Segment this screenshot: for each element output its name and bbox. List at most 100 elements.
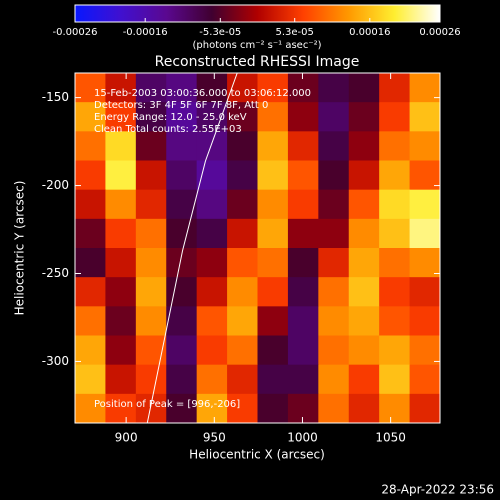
heatmap-cell bbox=[348, 102, 380, 132]
heatmap-cell bbox=[166, 393, 198, 424]
heatmap-cell bbox=[135, 73, 167, 103]
heatmap-cell bbox=[227, 160, 258, 191]
heatmap-cell bbox=[318, 160, 350, 191]
heatmap-cell bbox=[379, 160, 411, 191]
heatmap-cell bbox=[227, 277, 258, 307]
x-axis-label: Heliocentric X (arcsec) bbox=[189, 448, 325, 462]
heatmap-cell bbox=[287, 277, 319, 307]
heatmap-cell bbox=[409, 393, 441, 424]
heatmap-cell bbox=[166, 131, 198, 161]
heatmap-cell bbox=[257, 306, 289, 336]
heatmap-cell bbox=[105, 335, 137, 366]
heatmap-cell bbox=[409, 335, 441, 366]
heatmap-cell bbox=[318, 277, 350, 307]
heatmap-cell bbox=[196, 218, 228, 249]
heatmap-cell bbox=[166, 306, 198, 336]
heatmap-cell bbox=[409, 364, 441, 395]
heatmap-cell bbox=[318, 189, 350, 220]
heatmap-cell bbox=[409, 218, 441, 249]
heatmap-cell bbox=[166, 218, 198, 249]
heatmap-cell bbox=[379, 393, 411, 424]
heatmap-cell bbox=[318, 335, 350, 366]
heatmap-cell bbox=[379, 218, 411, 249]
heatmap-cell bbox=[196, 277, 228, 307]
heatmap-cell bbox=[257, 393, 289, 424]
heatmap-cell bbox=[318, 248, 350, 278]
annotation: Energy Range: 12.0 - 25.0 keV bbox=[94, 112, 247, 123]
heatmap-cell bbox=[409, 102, 441, 132]
heatmap-cell bbox=[409, 248, 441, 278]
heatmap-cell bbox=[75, 306, 106, 336]
heatmap-cell bbox=[227, 306, 258, 336]
peak-label: Position of Peak = [996,-206] bbox=[94, 399, 240, 410]
colorbar bbox=[74, 4, 441, 23]
heatmap-cell bbox=[227, 393, 258, 424]
heatmap-cell bbox=[287, 335, 319, 366]
heatmap-cell bbox=[196, 189, 228, 220]
heatmap-cell bbox=[348, 160, 380, 191]
heatmap-cell bbox=[409, 73, 441, 103]
heatmap-cell bbox=[318, 218, 350, 249]
heatmap-cell bbox=[135, 335, 167, 366]
heatmap-cell bbox=[287, 189, 319, 220]
heatmap-cell bbox=[227, 248, 258, 278]
heatmap-cell bbox=[135, 160, 167, 191]
x-tick-label: 950 bbox=[203, 431, 226, 445]
heatmap-cell bbox=[348, 248, 380, 278]
colorbar-tick-label: 0.00016 bbox=[349, 27, 390, 38]
heatmap-cell bbox=[379, 277, 411, 307]
heatmap-cell bbox=[379, 364, 411, 395]
x-tick-label: 1000 bbox=[287, 431, 318, 445]
heatmap-cell bbox=[318, 306, 350, 336]
heatmap-cell bbox=[287, 364, 319, 395]
heatmap-cell bbox=[348, 364, 380, 395]
heatmap-cell bbox=[166, 364, 198, 395]
heatmap-cell bbox=[227, 189, 258, 220]
annotation: Detectors: 3F 4F 5F 6F 7F 8F, Att 0 bbox=[94, 100, 268, 111]
heatmap-cell bbox=[75, 131, 106, 161]
heatmap-cell bbox=[257, 160, 289, 191]
heatmap-cell bbox=[135, 393, 167, 424]
heatmap-cell bbox=[348, 189, 380, 220]
heatmap-cell bbox=[287, 102, 319, 132]
annotation: 15-Feb-2003 03:00:36.000 to 03:06:12.000 bbox=[94, 88, 311, 99]
heatmap-cell bbox=[287, 306, 319, 336]
heatmap-cell bbox=[227, 102, 258, 132]
heatmap-cell bbox=[196, 73, 228, 103]
colorbar-tick-label: 5.3e-05 bbox=[276, 27, 314, 38]
heatmap-cell bbox=[379, 248, 411, 278]
heatmap-cell bbox=[105, 102, 137, 132]
heatmap-cell bbox=[196, 393, 228, 424]
heatmap-cell bbox=[379, 73, 411, 103]
heatmap-cell bbox=[257, 335, 289, 366]
limb-line bbox=[146, 73, 238, 423]
heatmap-cell bbox=[166, 160, 198, 191]
heatmap-cell bbox=[166, 335, 198, 366]
heatmap-cell bbox=[196, 102, 228, 132]
heatmap-cell bbox=[166, 189, 198, 220]
heatmap-cell bbox=[75, 218, 106, 249]
heatmap-cell bbox=[105, 248, 137, 278]
heatmap-cell bbox=[257, 189, 289, 220]
heatmap-cell bbox=[257, 364, 289, 395]
heatmap-cell bbox=[257, 102, 289, 132]
heatmap-cell bbox=[287, 248, 319, 278]
heatmap-cell bbox=[257, 218, 289, 249]
annotation: Clean Total counts: 2.55E+03 bbox=[94, 124, 242, 135]
heatmap-cell bbox=[135, 364, 167, 395]
colorbar-tick-label: 0.00026 bbox=[419, 27, 460, 38]
heatmap-cell bbox=[227, 131, 258, 161]
heatmap-cell bbox=[348, 73, 380, 103]
heatmap-cell bbox=[75, 102, 106, 132]
heatmap-cell bbox=[287, 393, 319, 424]
heatmap-cell bbox=[379, 335, 411, 366]
heatmap-cell bbox=[348, 393, 380, 424]
heatmap-cell bbox=[75, 335, 106, 366]
y-axis-label: Heliocentric Y (arcsec) bbox=[13, 181, 27, 316]
heatmap-cell bbox=[135, 306, 167, 336]
heatmap-cell bbox=[75, 248, 106, 278]
y-tick-label: -300 bbox=[42, 354, 69, 368]
heatmap-cell bbox=[257, 73, 289, 103]
heatmap-cell bbox=[75, 189, 106, 220]
heatmap-cell bbox=[348, 306, 380, 336]
